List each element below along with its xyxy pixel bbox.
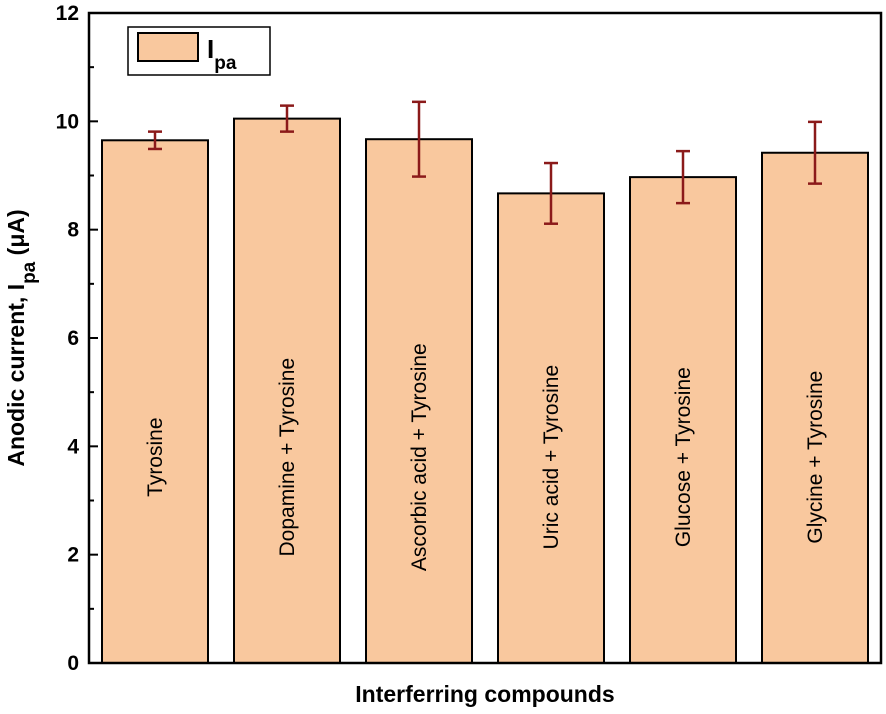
- y-tick-label: 8: [67, 219, 79, 242]
- bar: [365, 138, 473, 665]
- category-label: Tyrosine: [144, 417, 167, 496]
- y-tick-label: 0: [67, 652, 79, 675]
- bar: [629, 176, 737, 664]
- bar-labels-group: Tyrosine Dopamine + Tyrosine Ascorbic acid…: [144, 343, 827, 571]
- y-axis-title: Anodic current, Ipa (μA): [3, 209, 40, 466]
- y-tick-label: 2: [67, 544, 79, 567]
- category-label: Glucose + Tyrosine: [672, 367, 695, 547]
- category-label: Glycine + Tyrosine: [804, 371, 827, 544]
- x-axis-title: Interferring compounds: [355, 681, 614, 707]
- y-ticks-group: 0 2 4 6 8 10 12: [56, 2, 98, 675]
- bar: [761, 151, 869, 664]
- bar: [233, 117, 341, 664]
- category-label: Ascorbic acid + Tyrosine: [408, 343, 431, 571]
- category-label: Dopamine + Tyrosine: [276, 358, 299, 557]
- legend-swatch: [137, 32, 199, 62]
- legend: Ipa: [127, 26, 271, 76]
- y-tick-label: 6: [67, 327, 79, 350]
- category-label: Uric acid + Tyrosine: [540, 365, 563, 550]
- bars-group: [101, 117, 869, 665]
- legend-label: Ipa: [207, 34, 237, 74]
- error-bars-group: [148, 100, 822, 225]
- y-tick-label: 10: [56, 110, 79, 133]
- bar: [101, 139, 209, 664]
- y-tick-label: 4: [67, 435, 79, 458]
- y-tick-label: 12: [56, 2, 79, 25]
